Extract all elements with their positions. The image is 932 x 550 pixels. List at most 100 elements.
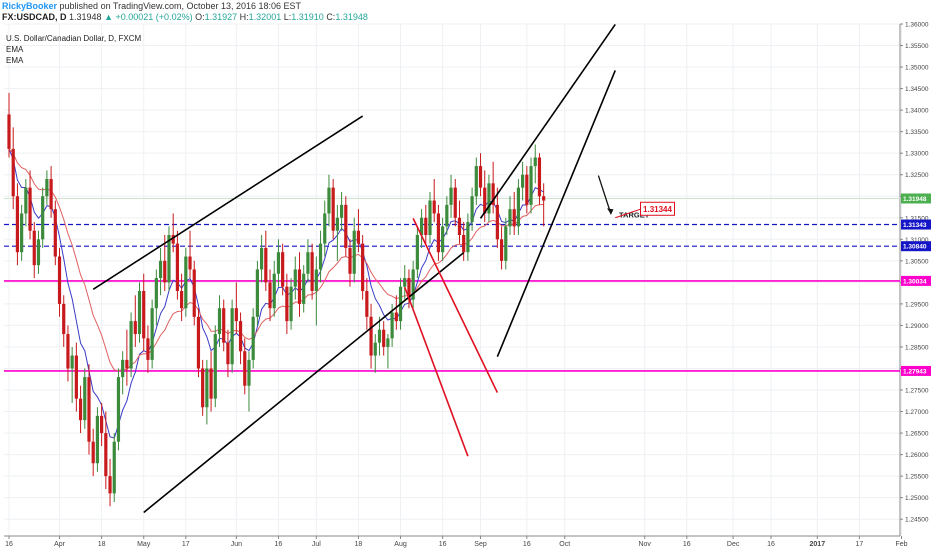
candle-body <box>331 187 335 231</box>
black-trendline <box>496 70 616 358</box>
candle-body <box>424 217 428 236</box>
price-tick-label: 1.27000 <box>905 409 929 416</box>
candle-body <box>74 355 78 399</box>
level-badge <box>901 193 931 204</box>
candle-body <box>264 247 268 283</box>
price-tick-label: 1.24500 <box>905 517 929 524</box>
ohlc-line: FX:USDCAD, D 1.31948 ▲ +0.00021 (+0.02%)… <box>2 12 368 22</box>
candle-body <box>116 377 121 442</box>
candle-body <box>15 196 20 253</box>
candle-body <box>150 308 154 360</box>
candle-body <box>390 312 394 339</box>
candle-body <box>243 351 247 386</box>
candle-body <box>158 260 163 279</box>
candle-body <box>293 269 297 287</box>
candle-body <box>213 334 217 399</box>
time-tick-label: Sep <box>474 541 487 548</box>
time-tick-label: 18 <box>355 541 363 548</box>
target-label: TARGET <box>619 210 650 219</box>
candle-body <box>91 441 95 464</box>
candle-body <box>142 290 146 339</box>
price-tick-label: 1.25500 <box>905 474 929 481</box>
time-tick-label: Jul <box>312 541 321 548</box>
candle-body <box>260 247 264 270</box>
candle-body <box>205 368 209 408</box>
price-tick-label: 1.27500 <box>905 388 929 395</box>
time-tick-label: May <box>137 541 151 548</box>
candle-body <box>167 235 171 283</box>
candle-body <box>348 247 352 274</box>
candle-body <box>133 321 137 335</box>
price-tick-label: 1.35500 <box>905 43 929 50</box>
candle-body <box>285 286 289 322</box>
candle-body <box>108 476 112 494</box>
candle-body <box>226 342 230 365</box>
candle-body <box>255 269 259 317</box>
price-tick-label: 1.25000 <box>905 495 929 502</box>
candle-body <box>542 196 546 201</box>
level-badge <box>901 365 931 376</box>
candle-body <box>41 196 45 240</box>
target-box-connector <box>615 208 641 219</box>
candle-body <box>344 204 348 248</box>
price-tick-label: 1.29000 <box>905 323 929 330</box>
author-link[interactable]: RickyBooker <box>2 1 58 11</box>
candle-body <box>112 441 116 494</box>
red-channel-line <box>412 218 499 393</box>
candle-body <box>369 316 373 356</box>
time-tick-label: 16 <box>439 541 447 548</box>
candle-body <box>188 256 192 270</box>
ema-legend-1[interactable]: EMA <box>6 45 24 54</box>
candle-body <box>478 166 483 188</box>
candle-body <box>525 174 529 205</box>
candle-body <box>11 148 15 197</box>
candle-body <box>474 166 478 197</box>
target-price-text: 1.31344 <box>643 205 672 214</box>
candle-body <box>361 243 365 291</box>
candle-body <box>382 329 386 347</box>
candle-body <box>453 187 457 218</box>
candle-body <box>201 368 205 408</box>
candle-body <box>483 187 487 214</box>
ema-legend-2[interactable]: EMA <box>6 56 24 65</box>
candle-body <box>445 204 449 227</box>
level-badge <box>901 275 931 286</box>
candle-body <box>504 226 508 261</box>
low-value: 1.31910 <box>291 12 324 22</box>
candle-body <box>83 377 87 421</box>
level-badge-label: 1.30840 <box>903 244 927 251</box>
candle-body <box>449 187 453 205</box>
candle-body <box>104 433 108 477</box>
target-arrow-head <box>607 208 614 215</box>
candle-body <box>121 359 125 378</box>
price-tick-label: 1.35000 <box>905 65 929 72</box>
candle-body <box>487 183 491 214</box>
level-badge-label: 1.31948 <box>903 196 927 203</box>
time-tick-label: 17 <box>182 541 190 548</box>
chart-grid <box>4 23 903 537</box>
candle-body <box>95 415 100 464</box>
time-tick-label: 16 <box>767 541 775 548</box>
ema-slow-line <box>8 148 544 372</box>
time-tick-label: 18 <box>98 541 106 548</box>
level-badge-label: 1.31343 <box>903 222 927 229</box>
target-price-box <box>640 201 675 216</box>
time-tick-label: 17 <box>856 541 864 548</box>
candle-body <box>146 338 150 360</box>
candle-body <box>180 290 184 309</box>
level-badge-label: 1.27943 <box>903 368 927 375</box>
candle-body <box>495 204 499 240</box>
candle-body <box>230 308 234 365</box>
price-tick-label: 1.34000 <box>905 108 929 115</box>
horizontal-levels <box>4 197 900 372</box>
candle-body <box>356 230 361 244</box>
candle-body <box>386 338 390 347</box>
price-tick-label: 1.31500 <box>905 215 929 222</box>
close-value: 1.31948 <box>335 12 368 22</box>
open-label: O: <box>195 12 205 22</box>
candle-body <box>238 321 243 352</box>
black-trendline <box>92 115 364 290</box>
level-badge-label: 1.30034 <box>903 278 927 285</box>
time-tick-label: Dec <box>727 541 740 548</box>
